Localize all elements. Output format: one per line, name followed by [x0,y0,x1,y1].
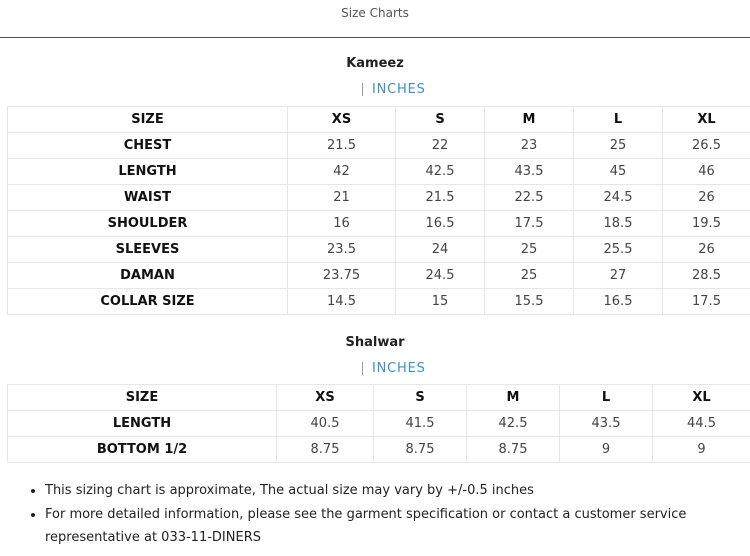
table-row: COLLAR SIZE 14.5 15 15.5 16.5 17.5 [7,288,750,315]
table-row: SHOULDER 16 16.5 17.5 18.5 19.5 [7,210,750,237]
notes-list: This sizing chart is approximate, The ac… [27,479,745,550]
column-header: M [484,106,574,133]
table-cell: 15.5 [484,288,574,315]
table-cell: 21 [287,184,396,211]
column-header: SIZE [7,106,288,133]
column-header: L [573,106,663,133]
table-cell: 42.5 [466,410,560,437]
unit-label: INCHES [362,362,426,375]
table-row: BOTTOM 1/2 8.75 8.75 8.75 9 9 [7,436,750,463]
table-cell: 16.5 [573,288,663,315]
unit-label: INCHES [362,83,426,96]
row-header: LENGTH [7,158,288,185]
column-header: S [373,384,467,411]
table-cell: 23 [484,132,574,159]
table-cell: 17.5 [662,288,750,315]
table-cell: 22 [395,132,485,159]
table-cell: 22.5 [484,184,574,211]
table-cell: 23.75 [287,262,396,289]
table-cell: 42 [287,158,396,185]
section-title: Shalwar [345,335,405,350]
table-cell: 14.5 [287,288,396,315]
table-cell: 26 [662,236,750,263]
note: This sizing chart is approximate, The ac… [45,479,745,503]
column-header: XS [287,106,396,133]
column-header: XS [276,384,374,411]
table-cell: 23.5 [287,236,396,263]
table-cell: 26 [662,184,750,211]
header-title: Size Charts [341,6,409,20]
table-cell: 9 [559,436,653,463]
row-header: SLEEVES [7,236,288,263]
table-cell: 9 [652,436,750,463]
row-header: DAMAN [7,262,288,289]
size-table: SIZE XS S M L XL LENGTH 40.5 41.5 42.5 43.5 44.5 BOT… [7,384,750,463]
table-row: LENGTH 42 42.5 43.5 45 46 [7,158,750,185]
table-row: SLEEVES 23.5 24 25 25.5 26 [7,236,750,263]
table-cell: 15 [395,288,485,315]
table-row: CHEST 21.5 22 23 25 26.5 [7,132,750,159]
header: Size Charts [0,0,750,38]
size-table: SIZE XS S M L XL CHEST 21.5 22 23 25 26.5 LENGTH 42 42… [7,106,750,315]
table-cell: 44.5 [652,410,750,437]
table-cell: 25 [573,132,663,159]
table-cell: 28.5 [662,262,750,289]
table-cell: 24.5 [395,262,485,289]
table-cell: 40.5 [276,410,374,437]
table-cell: 43.5 [484,158,574,185]
table-cell: 25 [484,236,574,263]
table-cell: 42.5 [395,158,485,185]
table-row: WAIST 21 21.5 22.5 24.5 26 [7,184,750,211]
table-cell: 8.75 [373,436,467,463]
table-cell: 21.5 [287,132,396,159]
table-cell: 21.5 [395,184,485,211]
column-header: L [559,384,653,411]
header-row: SIZE XS S M L XL [7,106,750,133]
column-header: S [395,106,485,133]
column-header: M [466,384,560,411]
table-cell: 24 [395,236,485,263]
table-cell: 16 [287,210,396,237]
table-cell: 17.5 [484,210,574,237]
table-row: DAMAN 23.75 24.5 25 27 28.5 [7,262,750,289]
table-cell: 8.75 [276,436,374,463]
column-header: SIZE [7,384,277,411]
section-title: Kameez [346,56,404,71]
table-cell: 8.75 [466,436,560,463]
column-header: XL [652,384,750,411]
row-header: COLLAR SIZE [7,288,288,315]
table-cell: 25.5 [573,236,663,263]
table-cell: 24.5 [573,184,663,211]
table-cell: 16.5 [395,210,485,237]
table-cell: 41.5 [373,410,467,437]
table-cell: 45 [573,158,663,185]
table-cell: 26.5 [662,132,750,159]
table-cell: 25 [484,262,574,289]
note: For more detailed information, please se… [45,503,745,550]
table-cell: 46 [662,158,750,185]
row-header: CHEST [7,132,288,159]
table-cell: 18.5 [573,210,663,237]
row-header: WAIST [7,184,288,211]
row-header: SHOULDER [7,210,288,237]
table-cell: 19.5 [662,210,750,237]
table-row: LENGTH 40.5 41.5 42.5 43.5 44.5 [7,410,750,437]
table-cell: 43.5 [559,410,653,437]
header-row: SIZE XS S M L XL [7,384,750,411]
row-header: LENGTH [7,410,277,437]
row-header: BOTTOM 1/2 [7,436,277,463]
column-header: XL [662,106,750,133]
table-cell: 27 [573,262,663,289]
